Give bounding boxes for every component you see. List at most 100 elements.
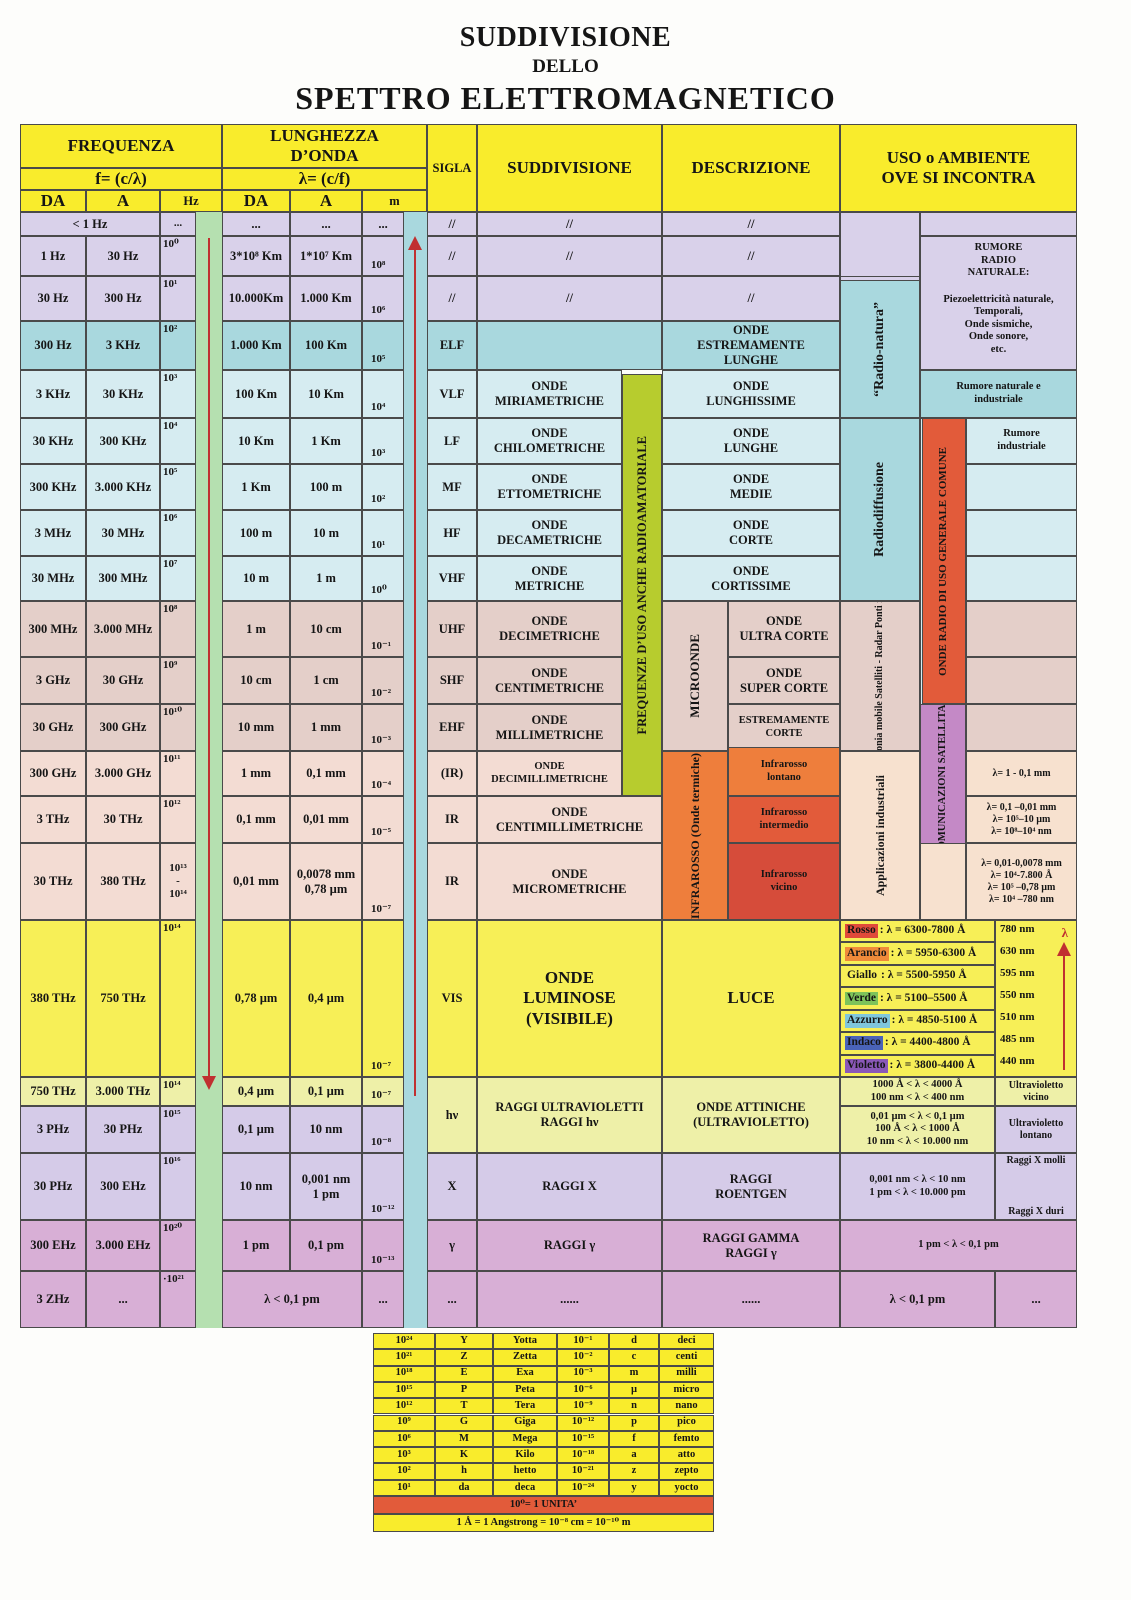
prefix-footer-angstrong: 1 Å = 1 Angstrong = 10⁻⁸ cm = 10⁻¹⁰ m [373, 1514, 714, 1532]
row-19-hz: 10²⁰ [160, 1220, 196, 1271]
row-7-len-da: 100 m [222, 510, 290, 556]
uso-blank-r14 [920, 843, 966, 920]
row-11-m: 10⁻³ [362, 704, 404, 751]
row-16-sud: RAGGI ULTRAVIOLETTI RAGGI hν [477, 1077, 662, 1153]
uso-lam1: λ= 1 - 0,1 mm [966, 751, 1077, 796]
row-5-m: 10³ [362, 418, 404, 464]
row-2-desc: // [662, 276, 840, 321]
row-12-sigla: (IR) [427, 751, 477, 796]
row-1-len-da: 3*10⁸ Km [222, 236, 290, 276]
row-3-sud [477, 321, 662, 370]
prefix-0-s: Y [435, 1333, 493, 1350]
uso-nm-arrow-line [1063, 950, 1065, 1070]
row-12-sud: ONDE DECIMILLIMETRICHE [477, 751, 622, 796]
uso-uv-lontano: Ultravioletto lontano [995, 1106, 1077, 1153]
uso-x-molli: Raggi X molli [1006, 1155, 1066, 1166]
row-4-sud: ONDE MIRIAMETRICHE [477, 370, 622, 418]
row-9-desc: ONDE ULTRA CORTE [728, 601, 840, 657]
row-14-m: 10⁻⁷ [362, 843, 404, 920]
row-2-m: 10⁶ [362, 276, 404, 321]
prefix-footer-unita: 10⁰= 1 UNITA’ [373, 1496, 714, 1514]
row-5-sigla: LF [427, 418, 477, 464]
row-0-len-da: ... [222, 212, 290, 236]
row-2-len-da: 10.000Km [222, 276, 290, 321]
row-15-sigla: VIS [427, 920, 477, 1077]
uso-color-1-name: Arancio [845, 946, 889, 961]
uso-blank-row0 [920, 212, 1077, 236]
row-0-desc: // [662, 212, 840, 236]
row-4-freq-a: 30 KHz [86, 370, 160, 418]
row-0-len-a: ... [290, 212, 362, 236]
row-16-len-da: 0,4 µm [222, 1077, 290, 1106]
prefix-9-q: 10⁻²⁴ [557, 1479, 609, 1496]
row-17-freq-da: 3 PHz [20, 1106, 86, 1153]
row-3-m: 10⁵ [362, 321, 404, 370]
uso-color-4-range: : λ = 4850-5100 Å [891, 1014, 978, 1027]
prefix-3-p: 10¹⁵ [373, 1381, 435, 1399]
row-12-freq-da: 300 GHz [20, 751, 86, 796]
header-sigla: SIGLA [427, 124, 477, 212]
prefix-0-qs: d [609, 1333, 659, 1350]
header-lunghezza: LUNGHEZZA D’ONDA [222, 124, 427, 168]
row-20-hz-exp: ·10²¹ [163, 1273, 185, 1285]
row-19-sigla: γ [427, 1220, 477, 1271]
row-6-len-da: 1 Km [222, 464, 290, 510]
row-6-freq-a: 3.000 KHz [86, 464, 160, 510]
row-20-freq-da: 3 ZHz [20, 1271, 86, 1328]
uso-rumore-naturale: RUMORE RADIO NATURALE: [967, 242, 1030, 279]
uso-nm-3: 550 nm [1000, 988, 1035, 1001]
row-16-freq-a: 3.000 THz [86, 1077, 160, 1106]
uso-color-4: Azzurro: λ = 4850-5100 Å [840, 1009, 995, 1033]
row-18-sigla: X [427, 1153, 477, 1220]
row-9-len-a: 10 cm [290, 601, 362, 657]
uso-rumore-box [920, 236, 1077, 370]
uso-uv1: 1000 Å < λ < 4000 Å 100 nm < λ < 400 nm [840, 1077, 995, 1106]
prefix-9-p: 10¹ [373, 1479, 435, 1496]
page-title-line3: SPETTRO ELETTROMAGNETICO [295, 80, 836, 116]
row-7-len-a: 10 m [290, 510, 362, 556]
uso-blank-r9 [966, 601, 1077, 657]
row-4-len-da: 100 Km [222, 370, 290, 418]
row-0-hz-exp: ... [173, 217, 183, 230]
row-11-sigla: EHF [427, 704, 477, 751]
row-17-m: 10⁻⁸ [362, 1106, 404, 1153]
prefix-3-n: Peta [493, 1381, 557, 1399]
prefix-6-s: M [435, 1430, 493, 1448]
row-4-len-a: 10 Km [290, 370, 362, 418]
row-14-hz: 10¹³ - 10¹⁴ [160, 843, 196, 920]
band-microonde-label: MICROONDE [687, 634, 703, 718]
frequency-arrow-head [202, 1076, 216, 1090]
row-11-desc: ESTREMAMENTE CORTE [728, 704, 840, 751]
row-2-sud: // [477, 276, 662, 321]
row-3-len-a: 100 Km [290, 321, 362, 370]
row-0-freq: < 1 Hz [20, 212, 160, 236]
row-19-freq-a: 3.000 EHz [86, 1220, 160, 1271]
row-15-freq-da: 380 THz [20, 920, 86, 1077]
uso-onde-radio-uso-label: ONDE RADIO DI USO GENERALE COMUNE [937, 446, 950, 676]
uso-radiodiffusione-label: Radiodiffusione [871, 462, 887, 557]
row-14-len-a: 0,0078 mm 0,78 µm [290, 843, 362, 920]
prefix-8-n: hetto [493, 1463, 557, 1480]
row-15-desc: LUCE [662, 920, 840, 1077]
row-15-m: 10⁻⁷ [362, 920, 404, 1077]
row-7-desc: ONDE CORTE [662, 510, 840, 556]
row-16-freq-da: 750 THz [20, 1077, 86, 1106]
prefix-4-n: Tera [493, 1398, 557, 1415]
band-infrarosso-label: INFRAROSSO (Onde termiche) [687, 752, 702, 919]
prefix-7-s: K [435, 1447, 493, 1464]
prefix-4-s: T [435, 1398, 493, 1415]
row-13-m-exp: 10⁻⁵ [371, 825, 392, 838]
row-19-sud: RAGGI γ [477, 1220, 662, 1271]
uso-telefonia: Telefonia mobile Satelliti - Radar Ponti… [840, 601, 920, 751]
row-8-m-exp: 10⁰ [371, 583, 387, 596]
row-8-freq-a: 300 MHz [86, 556, 160, 601]
uso-color-3: Verde: λ = 5100–5500 Å [840, 987, 995, 1010]
prefix-2-s: E [435, 1365, 493, 1382]
row-19-freq-da: 300 EHz [20, 1220, 86, 1271]
prefix-8-q: 10⁻²¹ [557, 1463, 609, 1480]
uso-lambda-symbol: λ [1061, 925, 1068, 940]
prefix-7-n: Kilo [493, 1447, 557, 1464]
row-10-sigla: SHF [427, 657, 477, 704]
row-11-sud: ONDE MILLIMETRICHE [477, 704, 622, 751]
row-10-len-da: 10 cm [222, 657, 290, 704]
